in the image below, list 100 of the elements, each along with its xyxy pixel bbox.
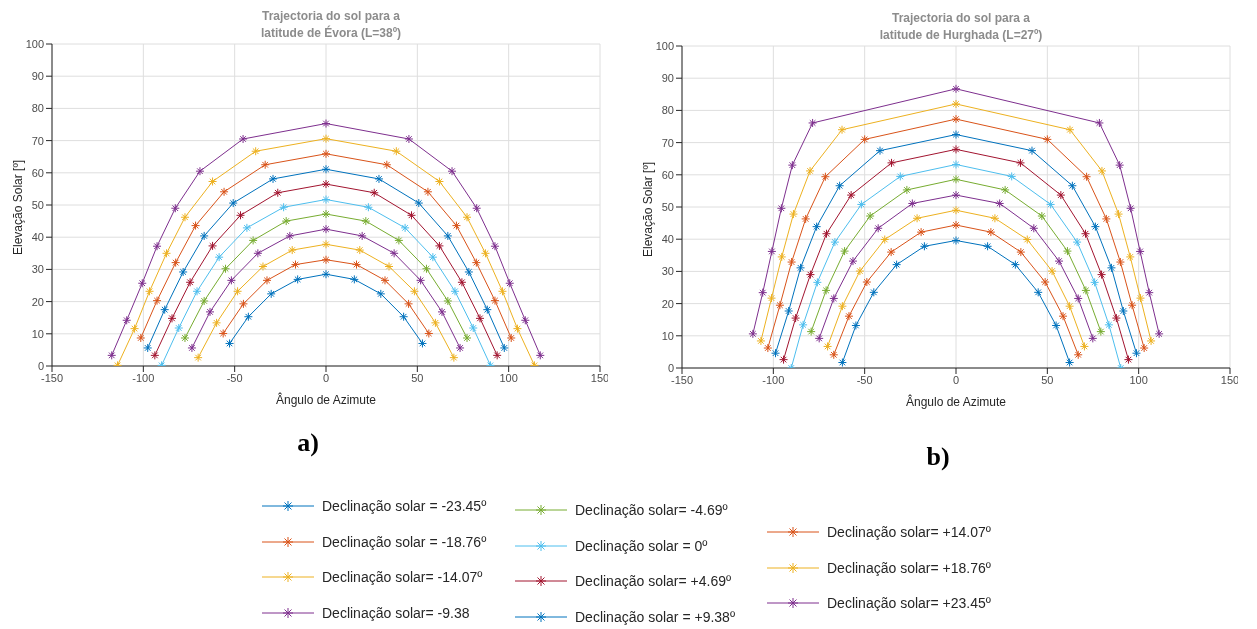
- point: [1081, 229, 1091, 239]
- point: [776, 203, 786, 213]
- point: [951, 220, 961, 230]
- point: [1042, 134, 1052, 144]
- point: [1007, 171, 1017, 181]
- point: [812, 277, 822, 287]
- legend-label: Declinação solar = -23.45º: [322, 498, 487, 514]
- point: [1094, 118, 1104, 128]
- point: [860, 134, 870, 144]
- point: [399, 312, 409, 322]
- point: [260, 160, 270, 170]
- point: [455, 343, 465, 353]
- point: [1065, 301, 1075, 311]
- y-axis-title: Elevação Solar [º]: [11, 159, 26, 255]
- point: [1016, 247, 1026, 257]
- point: [806, 327, 816, 337]
- point: [321, 209, 331, 219]
- point: [464, 267, 474, 277]
- point: [382, 160, 392, 170]
- point: [321, 239, 331, 249]
- point: [1037, 211, 1047, 221]
- point: [180, 333, 190, 343]
- point: [185, 277, 195, 287]
- point: [758, 288, 768, 298]
- point: [506, 333, 516, 343]
- point: [391, 146, 401, 156]
- point: [1046, 199, 1056, 209]
- point: [236, 210, 246, 220]
- legend-label: Declinação solar = +9.38º: [575, 608, 735, 625]
- point: [248, 235, 258, 245]
- point: [268, 174, 278, 184]
- y-tick-label: 70: [661, 136, 674, 149]
- point: [1096, 327, 1106, 337]
- point: [763, 343, 773, 353]
- point: [1135, 246, 1145, 256]
- point: [846, 190, 856, 200]
- point: [823, 341, 833, 351]
- point: [875, 146, 885, 156]
- point: [160, 305, 170, 315]
- point: [1125, 252, 1135, 262]
- point: [428, 252, 438, 262]
- y-tick-label: 40: [661, 233, 674, 246]
- point: [1090, 222, 1100, 232]
- x-tick-label: 100: [499, 371, 518, 384]
- point: [983, 241, 993, 251]
- point: [281, 216, 291, 226]
- point: [285, 231, 295, 241]
- point: [821, 285, 831, 295]
- y-tick-label: 100: [25, 37, 44, 50]
- point: [1015, 158, 1025, 168]
- y-tick-label: 90: [661, 72, 674, 85]
- point: [840, 246, 850, 256]
- point: [369, 188, 379, 198]
- point: [219, 187, 229, 197]
- point: [389, 248, 399, 258]
- point: [376, 289, 386, 299]
- point: [482, 305, 492, 315]
- point: [814, 333, 824, 343]
- point: [136, 333, 146, 343]
- x-tick-label: -150: [40, 371, 64, 384]
- point: [293, 274, 303, 284]
- point: [174, 323, 184, 333]
- point: [180, 212, 190, 222]
- point: [895, 171, 905, 181]
- point: [167, 313, 177, 323]
- point: [1135, 293, 1145, 303]
- point: [490, 296, 500, 306]
- point: [791, 313, 801, 323]
- legend-label: Declinação solar= +14.07º: [827, 524, 991, 540]
- point: [835, 181, 845, 191]
- point: [199, 231, 209, 241]
- legend-label: Declinação solar= -14.07º: [322, 569, 483, 585]
- point: [242, 223, 252, 233]
- y-tick-label: 40: [31, 231, 44, 244]
- point: [321, 179, 331, 189]
- point: [152, 241, 162, 251]
- point: [208, 176, 218, 186]
- point: [384, 262, 394, 271]
- point: [273, 188, 283, 198]
- legend-label: Declinação solar = -18.76º: [322, 533, 487, 550]
- point: [437, 307, 447, 317]
- point: [400, 223, 410, 233]
- point: [162, 248, 172, 258]
- point: [228, 198, 238, 208]
- y-tick-label: 100: [655, 39, 674, 52]
- point: [788, 209, 798, 219]
- point: [837, 125, 847, 135]
- point: [253, 248, 263, 258]
- point: [471, 258, 481, 268]
- point: [430, 318, 440, 328]
- point: [221, 264, 231, 274]
- legend-label: Declinação solar= -4.69º: [575, 502, 728, 518]
- point: [1000, 185, 1010, 195]
- point: [798, 320, 808, 330]
- point: [321, 224, 331, 234]
- point: [321, 119, 331, 129]
- point: [1033, 287, 1043, 297]
- y-axis-title: Elevação Solar [º]: [641, 161, 656, 257]
- point: [363, 202, 373, 212]
- y-tick-label: 20: [31, 295, 44, 308]
